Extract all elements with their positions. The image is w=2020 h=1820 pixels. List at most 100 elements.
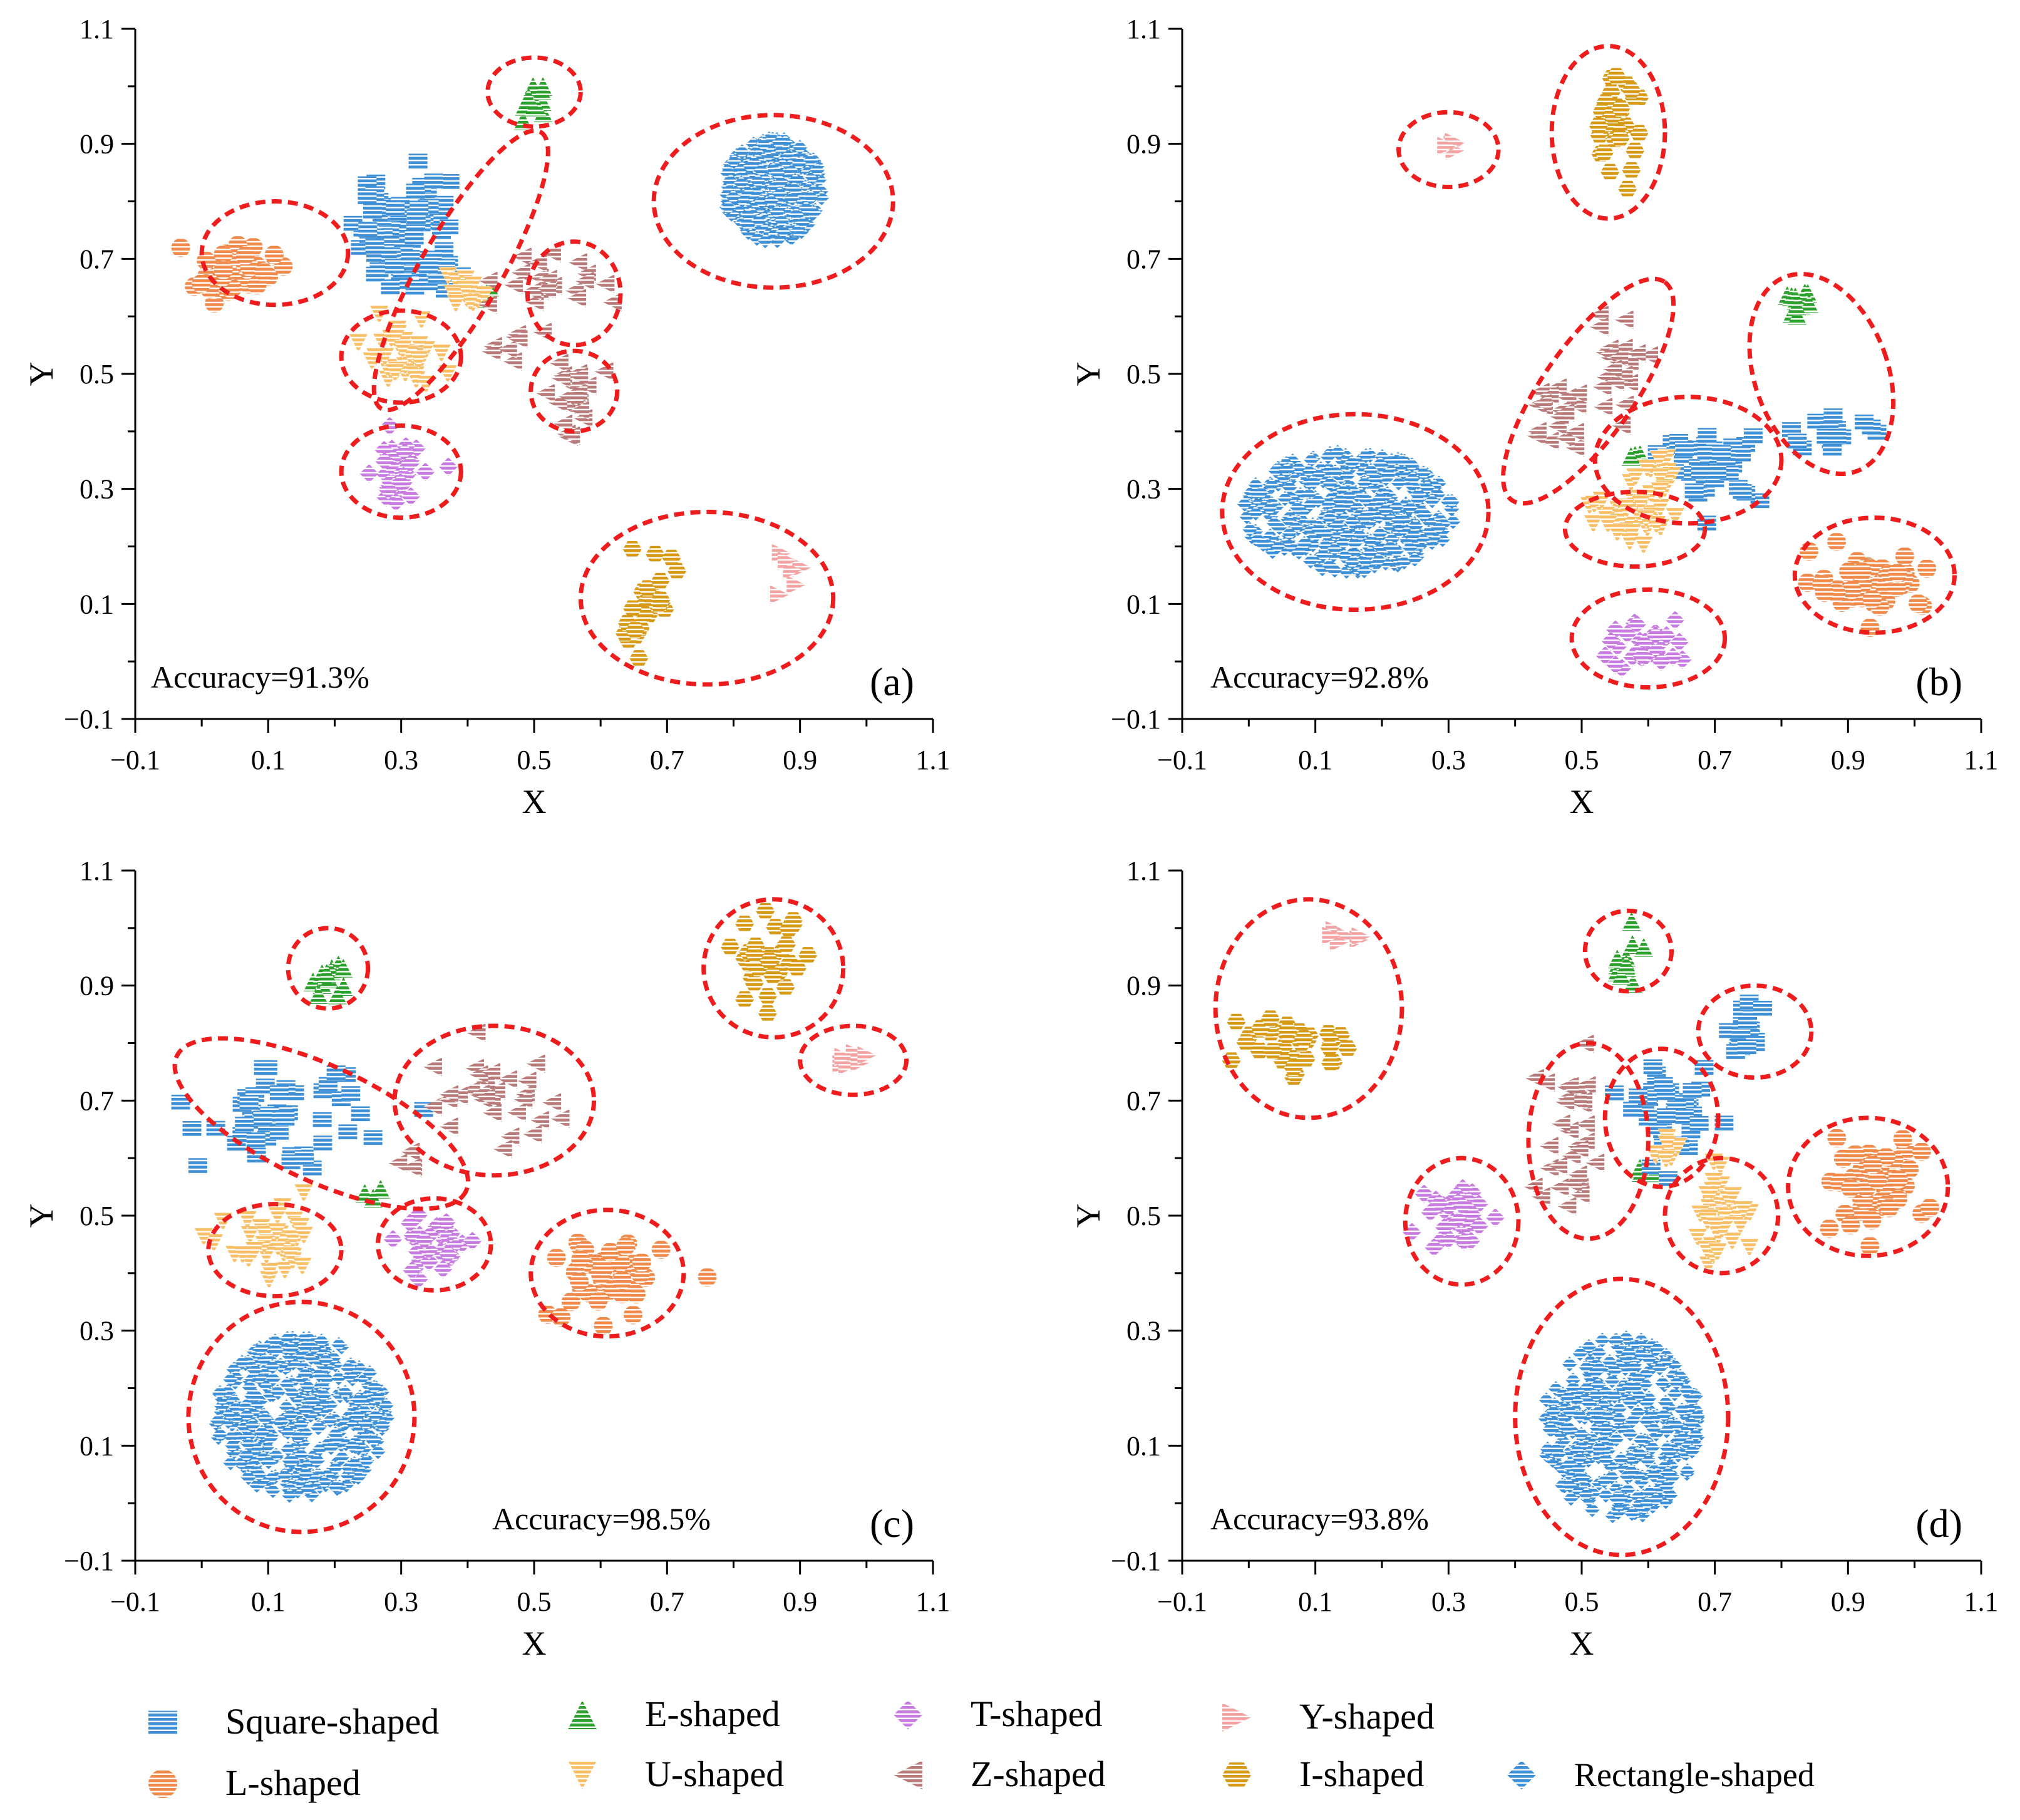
scatter-point (760, 953, 779, 969)
scatter-point (763, 967, 783, 984)
cluster-ellipse (371, 128, 550, 413)
scatter-point (1627, 614, 1647, 634)
scatter-point (786, 575, 806, 594)
scatter-point (530, 268, 549, 287)
scatter-point (1651, 482, 1670, 501)
scatter-point (1820, 1219, 1839, 1238)
scatter-point (214, 245, 233, 264)
scatter-point (1617, 954, 1636, 974)
x-tick-label: 1.1 (916, 745, 951, 775)
scatter-point (1291, 544, 1307, 560)
x-tick-label: 0.7 (1698, 1586, 1732, 1617)
scatter-point (1601, 631, 1621, 651)
scatter-point (328, 1479, 343, 1494)
scatter-point (526, 1054, 545, 1073)
scatter-point (1862, 589, 1882, 609)
scatter-point (1700, 1198, 1719, 1218)
scatter-point (1617, 624, 1637, 644)
scatter-point (503, 351, 522, 371)
scatter-point (424, 173, 443, 189)
scatter-point (206, 1120, 225, 1136)
cluster-ellipse (339, 308, 463, 405)
scatter-point (1667, 1386, 1682, 1402)
scatter-point (1270, 539, 1286, 554)
scatter-point (326, 1065, 346, 1081)
scatter-point (351, 1106, 370, 1122)
scatter-point (1611, 1401, 1627, 1417)
scatter-point (1277, 491, 1293, 506)
y-axis-label: Y (1069, 362, 1107, 386)
scatter-point (1599, 1452, 1614, 1467)
accuracy-label: Accuracy=93.8% (1210, 1501, 1429, 1536)
scatter-point (317, 963, 336, 983)
scatter-point (1565, 438, 1585, 457)
cluster-ellipse (1562, 489, 1708, 569)
scatter-point (475, 286, 494, 305)
legend-label: E-shaped (645, 1693, 780, 1734)
scatter-point (234, 1355, 250, 1370)
cluster-ellipse (1213, 897, 1404, 1120)
x-tick-label: 0.3 (384, 745, 418, 775)
scatter-point (1405, 470, 1421, 486)
scatter-point (1527, 421, 1547, 441)
scatter-point (295, 1150, 314, 1166)
scatter-point (1402, 540, 1418, 556)
scatter-point (1486, 1208, 1505, 1228)
scatter-point (423, 1057, 442, 1077)
x-tick-label: 0.3 (384, 1586, 418, 1617)
scatter-point (561, 1292, 580, 1311)
scatter-point (1711, 1156, 1730, 1176)
scatter-point (1455, 1231, 1473, 1251)
scatter-point (1631, 495, 1651, 514)
scatter-point (1698, 1212, 1717, 1231)
scatter-point (238, 1210, 257, 1229)
scatter-point (298, 1402, 314, 1418)
scatter-point (401, 487, 421, 506)
scatter-point (406, 184, 425, 199)
scatter-point (1682, 1083, 1702, 1099)
scatter-point (1296, 1051, 1316, 1068)
scatter-point (439, 1117, 458, 1136)
scatter-point (478, 271, 498, 291)
scatter-point (1595, 144, 1614, 161)
scatter-point (284, 1385, 300, 1401)
scatter-point (269, 1125, 289, 1140)
scatter-point (1568, 1165, 1587, 1184)
scatter-point (1909, 594, 1928, 613)
cluster-ellipse (1513, 1276, 1731, 1558)
scatter-point (269, 1342, 284, 1358)
scatter-point (612, 1271, 632, 1290)
scatter-point (589, 1291, 608, 1311)
scatter-point (1646, 1421, 1661, 1437)
x-tick-label: −0.1 (1157, 1586, 1207, 1617)
scatter-point (292, 1257, 312, 1276)
scatter-point (408, 153, 428, 169)
panels: −0.1 0.1 0.3 0.5 0.7 0.9 1.1 −0.1 0.1 0.3 0.5 0.7 0.… (23, 14, 1999, 1662)
scatter-point (522, 282, 542, 301)
scatter-point (254, 1425, 269, 1440)
scatter-point (265, 1358, 280, 1374)
scatter-point (1332, 492, 1348, 508)
scatter-point (1437, 137, 1456, 156)
scatter-point (1623, 1102, 1642, 1117)
y-tick-label: 0.5 (1126, 359, 1161, 390)
scatter-point (1708, 464, 1727, 479)
y-tick-label: 0.3 (1126, 474, 1161, 505)
scatter-point (1648, 1492, 1664, 1507)
scatter-point (735, 916, 755, 932)
scatter-point (1920, 1198, 1939, 1218)
scatter-point (248, 1388, 264, 1404)
scatter-point (1823, 440, 1842, 456)
scatter-point (482, 1103, 502, 1122)
scatter-point (1622, 162, 1641, 178)
scatter-point (312, 1441, 327, 1457)
x-axis-label: X (1570, 1625, 1594, 1662)
scatter-point (1782, 422, 1801, 438)
legend-item-Z: Z-shaped (894, 1754, 1106, 1794)
scatter-point (253, 1110, 272, 1126)
scatter-point (351, 240, 370, 256)
scatter-point (1607, 524, 1627, 542)
scatter-point (268, 1238, 287, 1257)
cluster-ellipse (528, 1207, 686, 1339)
scatter-point (662, 549, 681, 566)
